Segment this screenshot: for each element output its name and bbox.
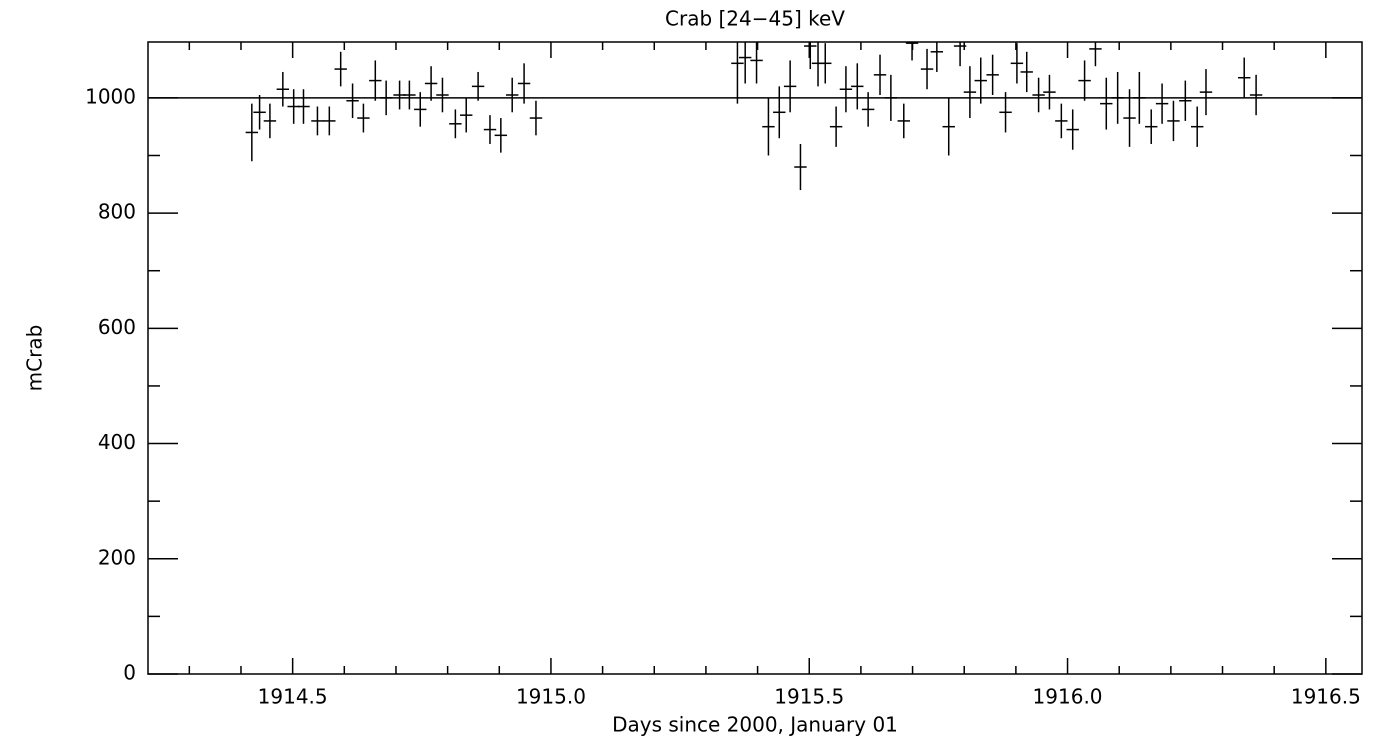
y-tick-label: 600	[98, 315, 136, 339]
y-tick-label: 0	[123, 661, 136, 685]
y-tick-label: 800	[98, 200, 136, 224]
chart-title: Crab [24−45] keV	[665, 7, 845, 31]
y-tick-label: 400	[98, 430, 136, 454]
x-tick-label: 1915.5	[774, 685, 844, 709]
x-tick-label: 1914.5	[258, 685, 328, 709]
x-axis-label: Days since 2000, January 01	[612, 713, 898, 737]
plot-frame	[147, 41, 1363, 675]
y-axis-label: mCrab	[23, 325, 47, 392]
x-tick-label: 1916.5	[1291, 685, 1361, 709]
data-points	[245, 42, 1263, 191]
x-tick-label: 1915.0	[516, 685, 586, 709]
y-tick-label: 200	[98, 545, 136, 569]
y-tick-label: 1000	[85, 84, 136, 108]
x-tick-label: 1916.0	[1033, 685, 1103, 709]
